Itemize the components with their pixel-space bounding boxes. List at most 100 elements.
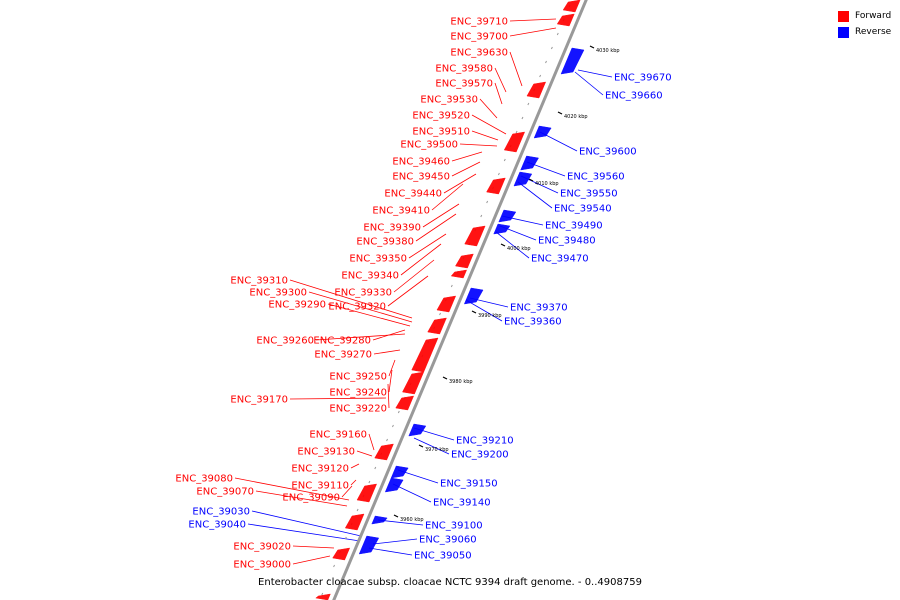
kbp-tick-label: 4010 kbp	[535, 181, 559, 187]
forward-gene-label[interactable]: ENC_39120	[291, 464, 349, 475]
reverse-gene-label[interactable]: ENC_39600	[579, 147, 637, 158]
reverse-gene-label[interactable]: ENC_39670	[614, 73, 672, 84]
reverse-gene-label[interactable]: ENC_39470	[531, 254, 589, 265]
forward-gene-glyph	[562, 0, 581, 13]
legend-label-reverse: Reverse	[855, 27, 892, 37]
forward-connector	[451, 161, 481, 177]
reverse-gene-label[interactable]: ENC_39030	[192, 507, 250, 518]
reverse-gene-label[interactable]: ENC_39060	[419, 535, 477, 546]
reverse-gene-label[interactable]: ENC_39550	[560, 189, 618, 200]
forward-gene-label[interactable]: ENC_39130	[297, 447, 355, 458]
dotted-guide-mark	[497, 172, 500, 176]
forward-gene-label[interactable]: ENC_39380	[356, 237, 414, 248]
reverse-gene-label[interactable]: ENC_39100	[425, 521, 483, 532]
forward-gene-label[interactable]: ENC_39580	[435, 64, 493, 75]
reverse-gene-label[interactable]: ENC_39210	[456, 436, 514, 447]
reverse-connector	[368, 547, 413, 556]
dotted-guide-mark	[391, 424, 394, 428]
dotted-guide-mark	[486, 200, 489, 204]
forward-gene-glyph	[464, 225, 486, 247]
dotted-guide-mark	[368, 480, 371, 484]
forward-connector	[494, 67, 507, 93]
forward-gene-label[interactable]: ENC_39110	[291, 481, 349, 492]
forward-gene-label[interactable]: ENC_39520	[412, 111, 470, 122]
gene-labels: ENC_39710 ENC_39700 ENC_39630 ENC_39580 ENC_…	[175, 17, 671, 571]
kbp-tick-label: 4000 kbp	[507, 246, 531, 252]
reverse-gene-label[interactable]: ENC_39660	[605, 91, 663, 102]
forward-gene-label[interactable]: ENC_39500	[400, 140, 458, 151]
reverse-gene-glyph	[384, 477, 404, 493]
forward-gene-label[interactable]: ENC_39510	[412, 127, 470, 138]
forward-connector	[451, 151, 483, 162]
forward-gene-label[interactable]: ENC_39460	[392, 157, 450, 168]
reverse-gene-label[interactable]: ENC_39050	[414, 551, 472, 562]
reverse-connector	[574, 71, 604, 96]
reverse-gene-label[interactable]: ENC_39560	[567, 172, 625, 183]
reverse-gene-label[interactable]: ENC_39200	[451, 450, 509, 461]
kbp-tick	[500, 243, 506, 247]
forward-gene-label[interactable]: ENC_39310	[230, 276, 288, 287]
forward-connector	[308, 291, 413, 323]
reverse-gene-label[interactable]: ENC_39150	[440, 479, 498, 490]
kbp-tick-label: 4030 kbp	[596, 48, 620, 54]
kbp-tick	[528, 178, 534, 182]
forward-gene-glyph	[455, 253, 474, 269]
forward-gene-label[interactable]: ENC_39300	[249, 288, 307, 299]
forward-gene-label[interactable]: ENC_39220	[329, 404, 387, 415]
forward-gene-label[interactable]: ENC_39450	[392, 172, 450, 183]
forward-gene-label[interactable]: ENC_39320	[328, 302, 386, 313]
forward-gene-label[interactable]: ENC_39390	[363, 223, 421, 234]
forward-gene-label[interactable]: ENC_39170	[230, 395, 288, 406]
forward-gene-label[interactable]: ENC_39020	[233, 542, 291, 553]
dotted-guide-mark	[515, 130, 518, 134]
reverse-gene-glyph	[533, 125, 552, 139]
forward-gene-label[interactable]: ENC_39260	[256, 336, 314, 347]
forward-gene-label[interactable]: ENC_39410	[372, 206, 430, 217]
reverse-connector	[372, 538, 418, 545]
reverse-gene-glyph	[513, 171, 533, 187]
kbp-tick	[418, 444, 424, 448]
forward-connector	[509, 18, 557, 22]
forward-gene-label[interactable]: ENC_39350	[349, 254, 407, 265]
forward-gene-label[interactable]: ENC_39570	[435, 79, 493, 90]
forward-gene-label[interactable]: ENC_39290	[268, 300, 326, 311]
forward-connector	[255, 490, 348, 507]
forward-gene-label[interactable]: ENC_39000	[233, 560, 291, 571]
reverse-gene-label[interactable]: ENC_39040	[188, 520, 246, 531]
forward-gene-label[interactable]: ENC_39090	[282, 493, 340, 504]
reverse-gene-label[interactable]: ENC_39480	[538, 236, 596, 247]
forward-gene-label[interactable]: ENC_39250	[329, 372, 387, 383]
reverse-gene-label[interactable]: ENC_39140	[433, 498, 491, 509]
reverse-gene-label[interactable]: ENC_39370	[510, 303, 568, 314]
forward-connector	[431, 183, 464, 211]
dotted-guide-mark	[374, 466, 377, 470]
forward-gene-label[interactable]: ENC_39440	[384, 189, 442, 200]
reverse-connector	[392, 483, 432, 503]
forward-gene-label[interactable]: ENC_39080	[175, 474, 233, 485]
forward-gene-label[interactable]: ENC_39070	[196, 487, 254, 498]
legend-item-reverse: Reverse	[838, 24, 891, 40]
forward-gene-glyph	[556, 13, 575, 27]
forward-gene-label[interactable]: ENC_39700	[450, 32, 508, 43]
reverse-gene-glyph	[371, 515, 388, 525]
forward-gene-label[interactable]: ENC_39280	[313, 336, 371, 347]
forward-gene-label[interactable]: ENC_39630	[450, 48, 508, 59]
forward-gene-label[interactable]: ENC_39240	[329, 388, 387, 399]
forward-gene-glyph	[526, 81, 547, 99]
forward-gene-label[interactable]: ENC_39710	[450, 17, 508, 28]
dotted-guide-mark	[539, 74, 542, 78]
forward-gene-label[interactable]: ENC_39530	[420, 95, 478, 106]
forward-connector	[289, 397, 387, 400]
reverse-gene-label[interactable]: ENC_39360	[504, 317, 562, 328]
forward-gene-glyph	[436, 295, 457, 313]
forward-gene-label[interactable]: ENC_39270	[314, 350, 372, 361]
forward-connector	[422, 203, 460, 228]
reverse-gene-label[interactable]: ENC_39540	[554, 204, 612, 215]
reverse-gene-label[interactable]: ENC_39490	[545, 221, 603, 232]
forward-connector	[509, 27, 557, 37]
forward-gene-label[interactable]: ENC_39340	[341, 271, 399, 282]
forward-gene-label[interactable]: ENC_39330	[334, 288, 392, 299]
forward-gene-label[interactable]: ENC_39160	[309, 430, 367, 441]
